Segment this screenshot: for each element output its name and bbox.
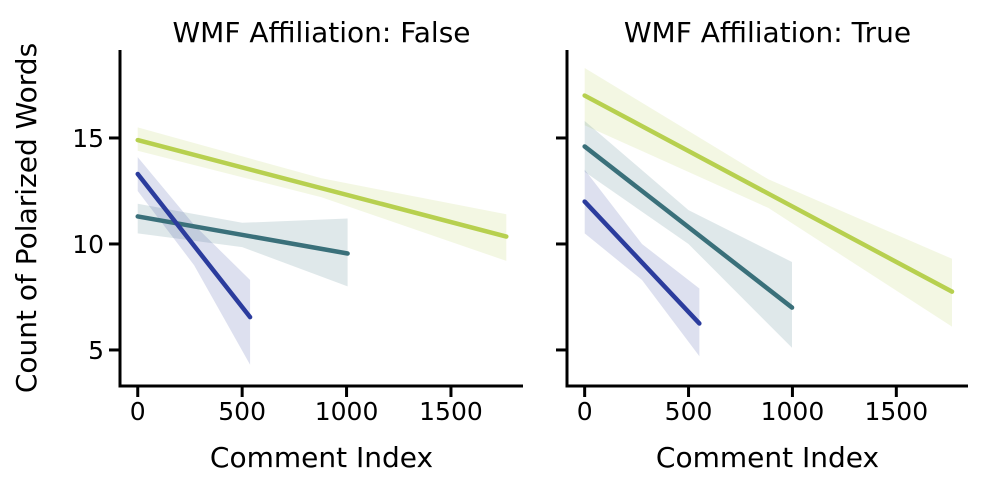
panel-title-wmf-true: WMF Affiliation: True [624, 16, 911, 49]
wmf-true-yellowgreen-trend [582, 93, 955, 294]
x-tick-label: 1000 [315, 397, 379, 426]
y-axis-label: Count of Polarized Words [10, 43, 43, 393]
y-tick-label: 10 [72, 230, 104, 259]
x-tick-label: 0 [577, 397, 593, 426]
wmf-true-blue-trend [582, 199, 702, 326]
wmf-true-teal-trend [582, 144, 795, 310]
x-axis-label: Comment Index [210, 441, 433, 474]
y-tick-label: 5 [88, 336, 104, 365]
wmf-true-yellowgreen-trend-ci-band [584, 68, 952, 327]
x-tick-label: 500 [218, 397, 266, 426]
x-tick-label: 500 [665, 397, 713, 426]
wmf-false-yellowgreen-trend-ci-band [137, 127, 507, 261]
x-tick-label: 1500 [865, 397, 929, 426]
wmf-true-teal-trend-ci-band [584, 121, 792, 348]
wmf-false-blue-trend-ci-band [137, 157, 251, 365]
wmf-false-teal-trend [135, 214, 350, 256]
panel-wmf-false: 0 500 1000 1500 5 10 15 WMF Affiliation: False C… [72, 16, 523, 474]
x-tick-label: 1500 [419, 397, 483, 426]
x-tick-label: 0 [130, 397, 146, 426]
x-axis-label: Comment Index [656, 441, 879, 474]
wmf-false-blue-trend [135, 171, 253, 320]
panel-wmf-true: 0 500 1000 1500 WMF Affiliation: True Comment… [556, 16, 968, 474]
y-tick-label: 15 [72, 124, 104, 153]
wmf-false-yellowgreen-trend [135, 137, 509, 239]
x-tick-label: 1000 [761, 397, 825, 426]
panel-title-wmf-false: WMF Affiliation: False [172, 16, 470, 49]
